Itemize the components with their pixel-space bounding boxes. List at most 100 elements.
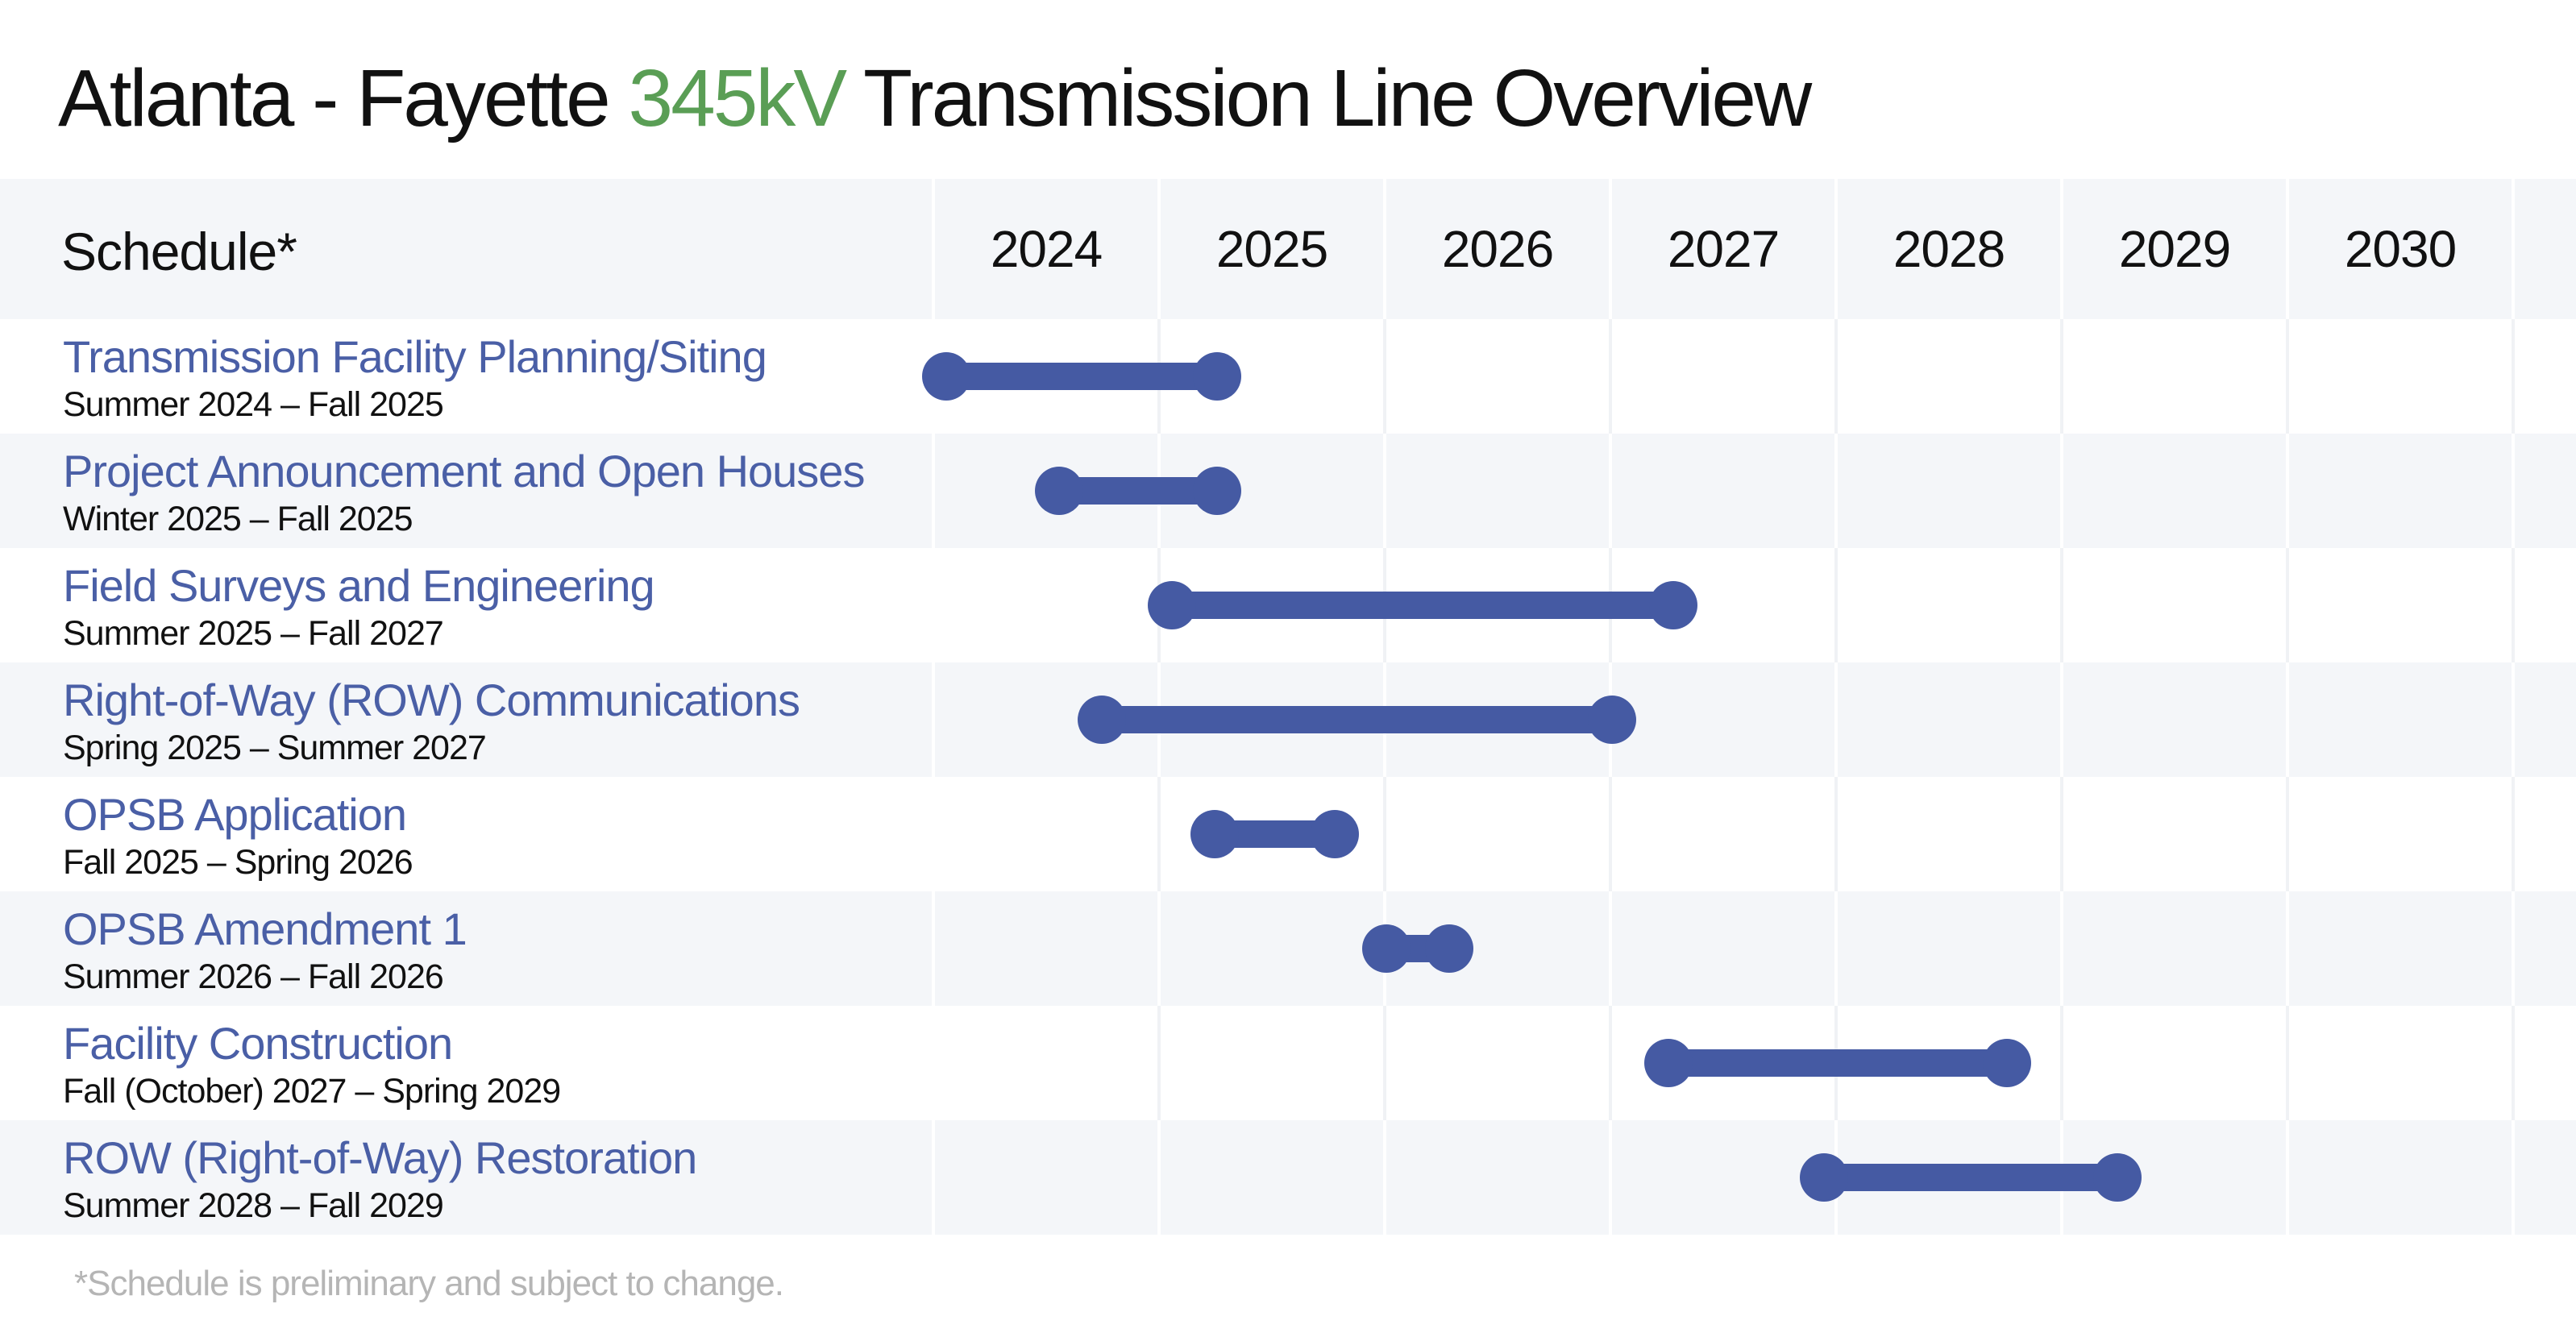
task-dates: Summer 2028 – Fall 2029 [63,1186,444,1225]
task-label-cell: Right-of-Way (ROW) Communications Spring… [0,662,935,777]
year-cell [1386,891,1612,1006]
timeline-end-dot [1983,1039,2031,1087]
task-dates: Winter 2025 – Fall 2025 [63,500,413,538]
year-header-2025: 2025 [1161,179,1386,319]
title-suffix: Transmission Line Overview [845,53,1812,143]
task-name: Transmission Facility Planning/Siting [63,331,767,382]
timeline-end-dot [1648,581,1697,629]
year-cell [1161,319,1386,434]
year-header-2024: 2024 [935,179,1161,319]
schedule-header-row: Schedule* 2024 2025 2026 2027 2028 2029 … [0,179,2576,319]
task-dates: Fall 2025 – Spring 2026 [63,843,413,882]
task-label-cell: Project Announcement and Open Houses Win… [0,434,935,548]
year-header-2030: 2030 [2289,179,2515,319]
year-cell [1612,662,1838,777]
year-cell [935,1006,1161,1120]
tail-cell [2515,434,2576,548]
year-cell [1838,777,2063,891]
task-label-cell: ROW (Right-of-Way) Restoration Summer 20… [0,1120,935,1235]
year-cell [1838,548,2063,662]
tail-cell [2515,662,2576,777]
year-cell [1838,319,2063,434]
task-row: OPSB Application Fall 2025 – Spring 2026 [0,777,2576,891]
timeline-start-dot [922,352,970,401]
timeline-start-dot [1078,696,1127,744]
task-row: OPSB Amendment 1 Summer 2026 – Fall 2026 [0,891,2576,1006]
year-cell [1161,1006,1386,1120]
year-cell [2289,548,2515,662]
task-name: Facility Construction [63,1018,453,1069]
task-dates: Summer 2025 – Fall 2027 [63,614,444,653]
timeline-end-dot [1193,352,1241,401]
timeline-bar [1102,706,1612,733]
page-title: Atlanta - Fayette 345kV Transmission Lin… [58,50,1812,147]
year-cell [2289,891,2515,1006]
year-cell [935,777,1161,891]
year-cell [2289,319,2515,434]
year-header-2026: 2026 [1386,179,1612,319]
timeline-bar [1668,1049,2007,1077]
year-header-2027: 2027 [1612,179,1838,319]
task-label-cell: Facility Construction Fall (October) 202… [0,1006,935,1120]
task-label-cell: OPSB Application Fall 2025 – Spring 2026 [0,777,935,891]
year-cell [2289,662,2515,777]
year-cell [1161,891,1386,1006]
year-cell [2289,1120,2515,1235]
year-cell [1838,891,2063,1006]
task-name: OPSB Application [63,789,407,840]
task-row: Facility Construction Fall (October) 202… [0,1006,2576,1120]
timeline-bar [1059,477,1217,505]
tail-cell [2515,548,2576,662]
year-cell [1612,434,1838,548]
timeline-start-dot [1800,1153,1849,1202]
tail-cell [2515,1120,2576,1235]
title-accent: 345kV [628,53,847,143]
year-cell [2063,434,2289,548]
year-cell [1386,1006,1612,1120]
task-name: Right-of-Way (ROW) Communications [63,675,800,725]
tail-cell [2515,777,2576,891]
timeline-start-dot [1362,924,1411,973]
year-cell [935,1120,1161,1235]
timeline-start-dot [1148,581,1196,629]
task-row: Project Announcement and Open Houses Win… [0,434,2576,548]
year-cell [2289,777,2515,891]
task-label-cell: OPSB Amendment 1 Summer 2026 – Fall 2026 [0,891,935,1006]
year-cell [935,891,1161,1006]
timeline-end-dot [1588,696,1636,744]
year-cell [2063,548,2289,662]
timeline-end-dot [2093,1153,2142,1202]
timeline-bar [1824,1164,2118,1191]
year-cell [1161,1120,1386,1235]
schedule-table: Schedule* 2024 2025 2026 2027 2028 2029 … [0,179,2576,1235]
timeline-bar [946,363,1217,390]
year-header-2028: 2028 [1838,179,2063,319]
year-cell [1838,1006,2063,1120]
tail-cell [2515,319,2576,434]
year-cell [1612,319,1838,434]
year-cell [2063,662,2289,777]
year-cell [2063,777,2289,891]
year-cell [1612,891,1838,1006]
year-cell [1161,434,1386,548]
timeline-bar [1172,592,1673,619]
year-cell [1386,777,1612,891]
task-dates: Summer 2026 – Fall 2026 [63,957,444,996]
tail-cell [2515,891,2576,1006]
year-cell [935,548,1161,662]
year-cell [2063,1120,2289,1235]
task-name: OPSB Amendment 1 [63,903,467,954]
header-tail-cell [2515,179,2576,319]
year-cell [1838,434,2063,548]
task-row: Right-of-Way (ROW) Communications Spring… [0,662,2576,777]
year-cell [2063,1006,2289,1120]
task-row: Field Surveys and Engineering Summer 202… [0,548,2576,662]
schedule-label: Schedule* [61,222,297,281]
year-cell [2289,434,2515,548]
timeline-end-dot [1310,810,1359,858]
task-name: Field Surveys and Engineering [63,560,655,611]
task-dates: Summer 2024 – Fall 2025 [63,385,444,424]
year-cell [1612,777,1838,891]
year-cell [1838,662,2063,777]
timeline-start-dot [1644,1039,1693,1087]
